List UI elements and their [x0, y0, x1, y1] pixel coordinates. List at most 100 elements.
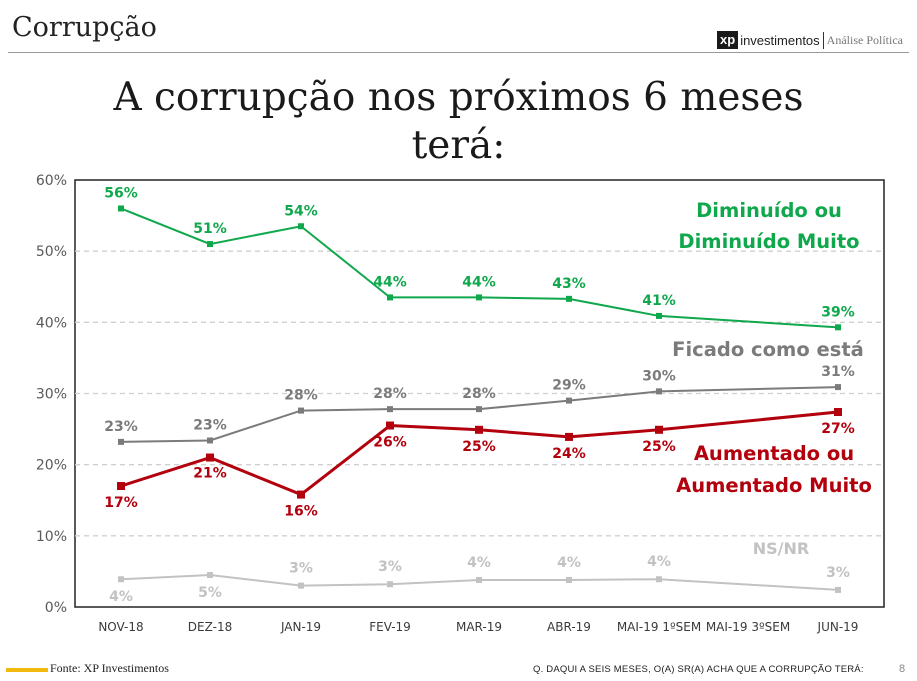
xp-logo-name: investimentos: [740, 32, 820, 48]
footer-accent-bar: [6, 668, 48, 672]
data-label-gray: 30%: [642, 368, 676, 384]
data-label-green: 44%: [373, 274, 407, 290]
x-tick-label: JAN-19: [280, 620, 321, 634]
data-point-green: [118, 205, 124, 212]
data-label-green: 39%: [821, 304, 855, 320]
brand-subtitle: Análise Política: [826, 32, 903, 47]
data-point-lightgray: [387, 581, 393, 588]
legend-label-green: Diminuído ou: [696, 199, 842, 222]
data-point-green: [566, 295, 572, 302]
data-label-red: 27%: [821, 421, 855, 437]
y-tick-label: 60%: [36, 173, 67, 189]
data-label-red: 25%: [462, 439, 496, 455]
x-tick-label: ABR-19: [547, 620, 591, 634]
data-point-gray: [835, 384, 841, 391]
data-point-gray: [566, 397, 572, 404]
data-label-gray: 29%: [552, 378, 586, 394]
data-label-green: 56%: [104, 185, 138, 201]
xp-logo: xp investimentos Análise Política: [717, 30, 903, 50]
data-label-lightgray: 4%: [557, 555, 581, 571]
data-label-lightgray: 3%: [378, 559, 402, 575]
data-point-lightgray: [835, 586, 841, 593]
data-label-red: 26%: [373, 435, 407, 451]
section-title: Corrupção: [12, 12, 157, 43]
x-tick-label: MAI-19 3ºSEM: [706, 620, 790, 634]
y-tick-label: 20%: [36, 458, 67, 474]
series-line-gray: [120, 386, 839, 443]
data-point-green: [656, 312, 662, 319]
x-tick-label: JUN-19: [817, 620, 859, 634]
source-note: Fonte: XP Investimentos: [50, 661, 169, 675]
data-label-gray: 28%: [284, 388, 318, 404]
data-point-gray: [118, 438, 124, 445]
data-point-lightgray: [118, 576, 124, 583]
data-point-gray: [387, 406, 393, 413]
y-tick-label: 50%: [36, 244, 67, 260]
data-point-green: [298, 223, 304, 230]
data-label-gray: 28%: [462, 386, 496, 402]
chart-title: A corrupção nos próximos 6 meses terá:: [0, 74, 917, 170]
x-tick-label: DEZ-18: [188, 620, 232, 634]
legend-label-green: Diminuído Muito: [678, 230, 859, 253]
data-label-lightgray: 4%: [467, 555, 491, 571]
data-point-lightgray: [566, 576, 572, 583]
data-label-red: 25%: [642, 439, 676, 455]
data-label-gray: 28%: [373, 386, 407, 402]
survey-question: Q. DAQUI A SEIS MESES, O(A) SR(A) ACHA Q…: [533, 664, 864, 675]
chart-title-line-1: A corrupção nos próximos 6 meses: [113, 75, 804, 120]
chart-title-line-2: terá:: [411, 123, 506, 168]
data-label-lightgray: 3%: [289, 561, 313, 577]
page-number: 8: [899, 663, 906, 675]
legend-label-gray: Ficado como está: [672, 338, 864, 361]
data-point-red: [565, 432, 573, 441]
data-label-lightgray: 5%: [198, 585, 222, 601]
data-point-gray: [298, 407, 304, 414]
data-label-green: 41%: [642, 293, 676, 309]
data-point-green: [207, 241, 213, 248]
x-tick-label: MAI-19 1ºSEM: [617, 620, 701, 634]
legend-label-red: Aumentado ou: [694, 442, 854, 465]
data-point-lightgray: [476, 576, 482, 583]
data-point-red: [206, 453, 214, 462]
data-point-red: [655, 425, 663, 434]
y-tick-label: 10%: [36, 529, 67, 545]
series-line-lightgray: [120, 573, 839, 591]
data-label-gray: 23%: [193, 417, 227, 433]
data-point-red: [117, 482, 125, 491]
data-label-lightgray: 4%: [109, 589, 133, 605]
data-label-green: 43%: [552, 276, 586, 292]
y-tick-label: 30%: [36, 387, 67, 403]
data-label-red: 24%: [552, 446, 586, 462]
data-label-green: 44%: [462, 274, 496, 290]
data-point-red: [834, 408, 842, 417]
x-tick-label: FEV-19: [369, 620, 411, 634]
data-label-red: 17%: [104, 495, 138, 511]
data-point-green: [476, 294, 482, 301]
data-point-red: [386, 421, 394, 430]
data-label-gray: 31%: [821, 364, 855, 380]
data-point-gray: [656, 388, 662, 395]
data-point-red: [475, 425, 483, 434]
data-point-red: [297, 490, 305, 499]
data-point-gray: [207, 437, 213, 444]
data-label-green: 51%: [193, 221, 227, 237]
xp-logo-mark: xp: [717, 31, 739, 49]
data-point-gray: [476, 406, 482, 413]
y-tick-label: 0%: [45, 600, 67, 616]
data-label-lightgray: 4%: [647, 554, 671, 570]
x-tick-label: NOV-18: [98, 620, 143, 634]
data-label-gray: 23%: [104, 419, 138, 435]
header-divider: [8, 52, 909, 53]
logo-divider: [822, 31, 824, 49]
data-label-lightgray: 3%: [826, 565, 850, 581]
data-point-green: [387, 294, 393, 301]
data-label-green: 54%: [284, 203, 318, 219]
data-point-green: [835, 324, 841, 331]
series-line-red: [120, 410, 839, 497]
y-tick-label: 40%: [36, 315, 67, 331]
x-tick-label: MAR-19: [456, 620, 502, 634]
series-line-green: [120, 207, 839, 329]
legend-label-lightgray: NS/NR: [753, 539, 809, 558]
data-point-lightgray: [656, 576, 662, 583]
